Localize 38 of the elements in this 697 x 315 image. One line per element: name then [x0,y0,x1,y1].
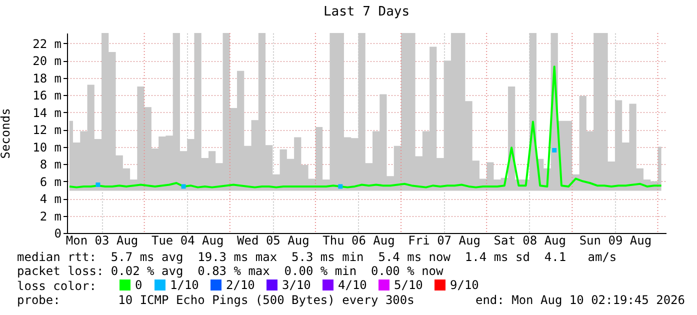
legend-label: 5/10 [394,278,423,292]
y-tick-label: 2 m [40,209,62,224]
y-tick-label: 20 m [32,54,62,68]
legend-label: 2/10 [226,278,255,292]
legend-label: 1/10 [170,278,199,292]
x-tick-label: Sun 09 Aug [579,234,652,248]
y-tick-label: 18 m [32,71,62,86]
point [552,148,557,152]
y-tick-label: 4 m [40,192,62,206]
point [338,184,343,189]
chart-title: Last 7 Days [323,4,410,20]
x-tick-label: Fri 07 Aug [408,234,480,248]
text: probe: 10 ICMP Echo Pings (500 Bytes) every 300s [17,293,414,307]
legend-label: 0 [135,278,142,292]
x-tick-label: Tue 04 Aug [151,234,224,248]
x-tick-label: Sat 08 Aug [494,234,566,248]
y-tick-label: 16 m [32,88,62,103]
legend-title: loss color: [17,279,96,293]
y-tick-label: 12 m [32,123,62,138]
text: packet loss: 0.02 % avg 0.83 % max 0.00 % min 0.00 % now [17,264,444,278]
point [96,182,100,187]
y-axis-title: Seconds [0,108,12,159]
x-tick-label: Mon 03 Aug [66,234,138,248]
text: median rtt: 5.7 ms avg 19.3 ms max 5.3 ms min 5.4 ms now 1.4 ms sd 4.1 am/s [17,250,617,264]
line-series [68,66,662,188]
y-tick-label: 10 m [32,140,62,154]
y-tick-label: 8 m [40,158,62,172]
y-tick-label: 22 m [32,36,62,51]
y-tick-label: 14 m [32,106,62,120]
point [181,184,186,189]
text: end: Mon Aug 10 02:19:45 2026 [475,293,685,307]
legend-label: 4/10 [338,278,367,292]
legend-label: 9/10 [450,278,479,292]
x-tick-label: Thu 06 Aug [322,234,395,248]
x-tick-label: Wed 05 Aug [237,234,310,248]
y-tick-label: 0 [54,226,62,240]
legend-label: 3/10 [282,278,311,292]
y-tick-label: 6 m [40,174,62,189]
